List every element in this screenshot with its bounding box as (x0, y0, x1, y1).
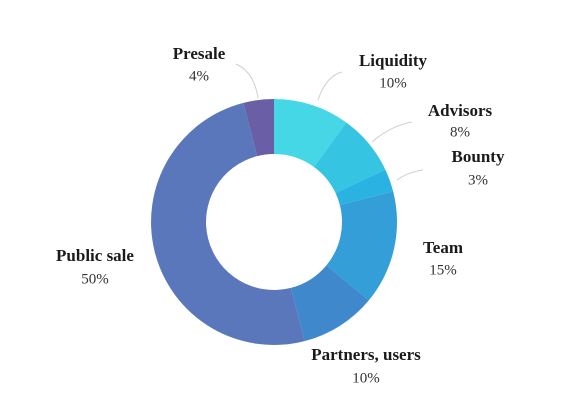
slice-value-label: 8% (450, 124, 470, 140)
slice-label: Bounty (452, 147, 505, 166)
leader-line (396, 169, 424, 181)
slice-label: Team (423, 238, 463, 257)
slice-label: Advisors (428, 101, 493, 120)
slice (326, 191, 397, 301)
slice (274, 99, 347, 167)
slice (243, 99, 274, 157)
slice (335, 169, 394, 206)
slice (290, 265, 369, 342)
slice (313, 122, 386, 194)
slice-label: Presale (173, 44, 226, 63)
slice-value-label: 4% (189, 68, 209, 84)
slice-value-label: 10% (352, 370, 380, 386)
slice-value-label: 15% (429, 262, 457, 278)
slice-label: Public sale (56, 246, 134, 265)
slice (151, 102, 305, 345)
slice-value-label: 3% (468, 172, 488, 188)
slice-label: Liquidity (359, 51, 428, 70)
leader-line (235, 63, 259, 99)
slice-label: Partners, users (311, 345, 421, 364)
slice-value-label: 10% (379, 75, 407, 91)
leader-line (317, 71, 343, 101)
slice-value-label: 50% (81, 271, 109, 287)
leader-line (371, 121, 413, 143)
